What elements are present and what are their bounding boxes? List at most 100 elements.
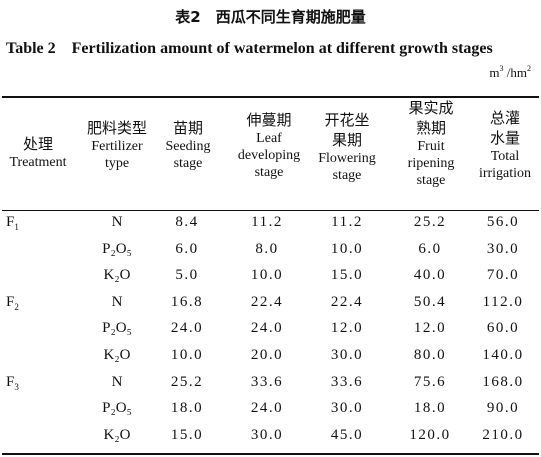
value-cell-leaf-developing-stage: 24.0 bbox=[250, 320, 284, 337]
treatment-cell: F2 bbox=[6, 293, 19, 312]
unit-label: m3 /hm2 bbox=[489, 64, 531, 80]
header-en-label: Total bbox=[490, 149, 520, 164]
header-en-label: stage bbox=[254, 165, 284, 180]
fertilizer-cell: P₂O₅ bbox=[102, 400, 132, 417]
header-cn-label: 肥料类型 bbox=[86, 119, 147, 137]
value-cell-total-irrigation: 112.0 bbox=[482, 293, 524, 310]
table-row: F3 N 25.2 33.6 33.6 75.6 168.0 bbox=[0, 374, 541, 398]
value-cell-seeding-stage: 18.0 bbox=[170, 400, 204, 417]
header-treatment: 处理 Treatment bbox=[0, 134, 76, 171]
header-en-label: Fruit bbox=[417, 139, 445, 154]
fertilizer-cell: P₂O₅ bbox=[102, 240, 132, 257]
value-cell-leaf-developing-stage: 30.0 bbox=[250, 426, 284, 443]
header-en-label: developing bbox=[237, 148, 301, 163]
header-en-label: stage bbox=[173, 156, 203, 171]
value-cell-leaf-developing-stage: 33.6 bbox=[250, 373, 284, 390]
header-flowering-stage: 开花坐 果期 Flowering stage bbox=[308, 110, 386, 184]
treatment-cell: F1 bbox=[6, 214, 19, 232]
header-en-label: Flowering bbox=[318, 151, 376, 166]
value-cell-total-irrigation: 60.0 bbox=[486, 320, 520, 337]
header-total-irrigation: 总灌 水量 Total irrigation bbox=[470, 108, 540, 182]
table-title-cn: 表2 西瓜不同生育期施肥量 bbox=[175, 8, 366, 26]
value-cell-leaf-developing-stage: 8.0 bbox=[255, 240, 279, 257]
table-bottom-rule bbox=[2, 453, 539, 455]
value-cell-total-irrigation: 30.0 bbox=[486, 240, 520, 257]
fertilizer-cell: K₂O bbox=[103, 347, 131, 363]
fertilizer-cell: K₂O bbox=[103, 267, 131, 284]
header-leaf-developing-stage: 伸蔓期 Leaf developing stage bbox=[226, 110, 312, 181]
value-cell-total-irrigation: 210.0 bbox=[482, 426, 524, 443]
value-cell-total-irrigation: 70.0 bbox=[486, 267, 520, 284]
value-cell-flowering-stage: 12.0 bbox=[330, 320, 364, 337]
value-cell-seeding-stage: 16.8 bbox=[170, 293, 204, 310]
value-cell-fruit-ripening-stage: 75.6 bbox=[413, 373, 447, 390]
value-cell-leaf-developing-stage: 11.2 bbox=[251, 214, 283, 230]
value-cell-flowering-stage: 10.0 bbox=[330, 240, 364, 257]
value-cell-fruit-ripening-stage: 120.0 bbox=[409, 426, 451, 443]
value-cell-leaf-developing-stage: 20.0 bbox=[250, 347, 284, 363]
value-cell-fruit-ripening-stage: 12.0 bbox=[413, 320, 447, 337]
value-cell-leaf-developing-stage: 10.0 bbox=[250, 267, 284, 284]
value-cell-flowering-stage: 45.0 bbox=[330, 426, 364, 443]
table-row: P₂O₅ 24.0 24.0 12.0 12.0 60.0 bbox=[0, 320, 541, 344]
value-cell-seeding-stage: 10.0 bbox=[170, 347, 204, 363]
header-cn-label: 处理 bbox=[22, 135, 53, 153]
value-cell-seeding-stage: 5.0 bbox=[175, 267, 199, 284]
header-cn-label: 果实成 熟期 bbox=[408, 99, 454, 137]
table-header-rule bbox=[2, 210, 539, 211]
value-cell-flowering-stage: 22.4 bbox=[330, 293, 364, 310]
fertilizer-cell: N bbox=[111, 214, 123, 230]
value-cell-seeding-stage: 8.4 bbox=[175, 214, 199, 230]
fertilizer-cell: P₂O₅ bbox=[102, 320, 132, 337]
value-cell-leaf-developing-stage: 24.0 bbox=[250, 400, 284, 417]
table-row: K₂O 5.0 10.0 15.0 40.0 70.0 bbox=[0, 267, 541, 291]
header-en-label: type bbox=[104, 156, 130, 171]
treatment-cell: F3 bbox=[6, 373, 19, 392]
header-seeding-stage: 苗期 Seeding stage bbox=[158, 118, 218, 172]
value-cell-seeding-stage: 15.0 bbox=[170, 426, 204, 443]
value-cell-fruit-ripening-stage: 40.0 bbox=[413, 267, 447, 284]
header-en-label: ripening bbox=[407, 156, 455, 171]
header-en-label: Seeding bbox=[165, 139, 211, 154]
table-row: P₂O₅ 18.0 24.0 30.0 18.0 90.0 bbox=[0, 400, 541, 424]
header-en-label: irrigation bbox=[478, 166, 532, 181]
fertilizer-cell: K₂O bbox=[103, 426, 131, 443]
value-cell-leaf-developing-stage: 22.4 bbox=[250, 293, 284, 310]
header-cn-label: 伸蔓期 bbox=[246, 111, 292, 129]
value-cell-fruit-ripening-stage: 50.4 bbox=[413, 293, 447, 310]
table-title-en: Table 2 Fertilization amount of watermel… bbox=[6, 40, 493, 57]
value-cell-fruit-ripening-stage: 25.2 bbox=[413, 214, 447, 230]
value-cell-fruit-ripening-stage: 18.0 bbox=[413, 400, 447, 417]
table-top-rule bbox=[2, 96, 539, 98]
header-cn-label: 苗期 bbox=[172, 119, 203, 137]
table-row: F1 N 8.4 11.2 11.2 25.2 56.0 bbox=[0, 214, 541, 238]
header-en-label: stage bbox=[332, 168, 362, 183]
header-en-label: Treatment bbox=[9, 155, 67, 170]
value-cell-flowering-stage: 11.2 bbox=[331, 214, 363, 230]
value-cell-total-irrigation: 56.0 bbox=[486, 214, 520, 230]
header-en-label: stage bbox=[416, 173, 446, 188]
value-cell-total-irrigation: 140.0 bbox=[482, 347, 524, 363]
fertilizer-cell: N bbox=[111, 293, 123, 310]
value-cell-fruit-ripening-stage: 80.0 bbox=[413, 347, 447, 363]
value-cell-fruit-ripening-stage: 6.0 bbox=[418, 240, 442, 257]
table-row: K₂O 15.0 30.0 45.0 120.0 210.0 bbox=[0, 427, 541, 451]
value-cell-flowering-stage: 30.0 bbox=[330, 347, 364, 363]
value-cell-total-irrigation: 168.0 bbox=[482, 373, 524, 390]
table-row: F2 N 16.8 22.4 22.4 50.4 112.0 bbox=[0, 294, 541, 318]
header-cn-label: 开花坐 果期 bbox=[324, 111, 370, 149]
value-cell-seeding-stage: 24.0 bbox=[170, 320, 204, 337]
value-cell-flowering-stage: 30.0 bbox=[330, 400, 364, 417]
value-cell-flowering-stage: 33.6 bbox=[330, 373, 364, 390]
value-cell-total-irrigation: 90.0 bbox=[486, 400, 520, 417]
table-row: K₂O 10.0 20.0 30.0 80.0 140.0 bbox=[0, 347, 541, 371]
value-cell-seeding-stage: 6.0 bbox=[175, 240, 199, 257]
value-cell-flowering-stage: 15.0 bbox=[330, 267, 364, 284]
header-cn-label: 总灌 水量 bbox=[489, 109, 520, 147]
table-row: P₂O₅ 6.0 8.0 10.0 6.0 30.0 bbox=[0, 241, 541, 265]
header-fruit-ripening-stage: 果实成 熟期 Fruit ripening stage bbox=[392, 98, 470, 189]
value-cell-seeding-stage: 25.2 bbox=[170, 373, 204, 390]
header-fertilizer-type: 肥料类型 Fertilizer type bbox=[76, 118, 158, 172]
fertilizer-cell: N bbox=[111, 373, 123, 390]
header-en-label: Fertilizer bbox=[91, 139, 143, 154]
